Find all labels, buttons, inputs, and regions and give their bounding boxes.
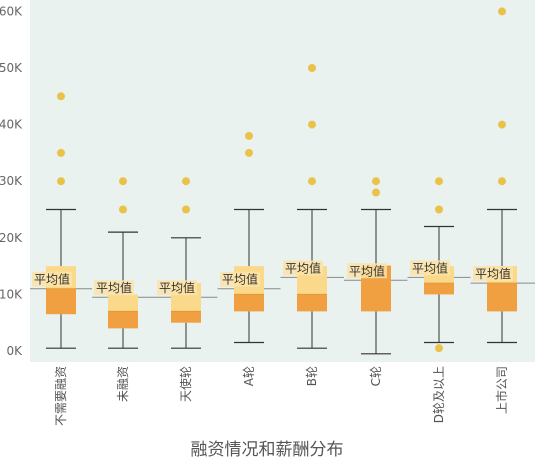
outlier-point [119,177,127,186]
outlier-point [435,177,443,186]
box-upper-half [108,294,138,312]
box-lower-half [108,311,138,329]
y-tick-label: 20K [0,231,23,245]
outlier-point [498,177,506,186]
y-tick-label: 10K [0,287,23,301]
mean-label-bg [283,260,323,276]
mean-label: 平均值 [412,260,448,275]
y-tick-label: 0K [6,344,23,358]
x-category-label: 不需要融资 [54,366,68,426]
x-category-label: A轮 [242,366,256,386]
box-lower-half [487,283,517,312]
box-lower-half [171,311,201,323]
y-tick-label: 40K [0,118,23,132]
x-category-label: 上市公司 [494,366,509,414]
mean-label-bg [94,280,134,296]
plot-background [30,0,535,362]
chart-title: 融资情况和薪酬分布 [191,440,344,460]
mean-label: 平均值 [475,266,511,281]
outlier-point [245,148,253,157]
outlier-point [498,120,506,129]
box-lower-half [46,288,76,315]
x-category-label: 天使轮 [178,366,193,402]
mean-label-bg [32,271,72,287]
mean-label-bg [473,266,513,282]
box-lower-half [297,294,327,312]
outlier-point [57,148,65,157]
outlier-point [435,344,443,353]
outlier-point [308,64,316,72]
outlier-point [308,177,316,186]
outlier-point [372,177,380,186]
outlier-point [245,131,253,140]
x-category-label: D轮及以上 [432,366,446,423]
y-tick-label: 60K [0,4,23,18]
mean-label-bg [157,280,197,296]
mean-label: 平均值 [96,280,132,295]
outlier-point [57,177,65,186]
x-category-label: 未融资 [116,366,130,402]
mean-label-bg [347,263,387,279]
x-axis: 不需要融资 未融资 天使轮 A轮 B轮 C轮 D轮及以上 上市公司 [54,366,509,426]
mean-label-bg [220,271,260,287]
mean-label: 平均值 [222,272,258,287]
box-lower-half [424,283,454,295]
y-axis: 0K 10K 20K 30K 40K 50K 60K [0,4,23,358]
box-lower-half [234,294,264,312]
x-category-label: C轮 [369,366,383,386]
x-category-label: B轮 [305,366,319,386]
outlier-point [308,120,316,129]
outlier-point [57,92,65,101]
mean-label-bg [410,260,450,276]
outlier-point [119,205,127,214]
mean-label: 平均值 [34,272,70,287]
y-tick-label: 50K [0,61,23,75]
outlier-point [498,7,506,16]
mean-label: 平均值 [285,260,321,275]
mean-label: 平均值 [159,280,195,295]
mean-label: 平均值 [349,263,385,278]
outlier-point [182,177,190,186]
outlier-point [182,205,190,214]
outlier-point [372,188,380,197]
y-tick-label: 30K [0,174,23,188]
outlier-point [435,205,443,214]
